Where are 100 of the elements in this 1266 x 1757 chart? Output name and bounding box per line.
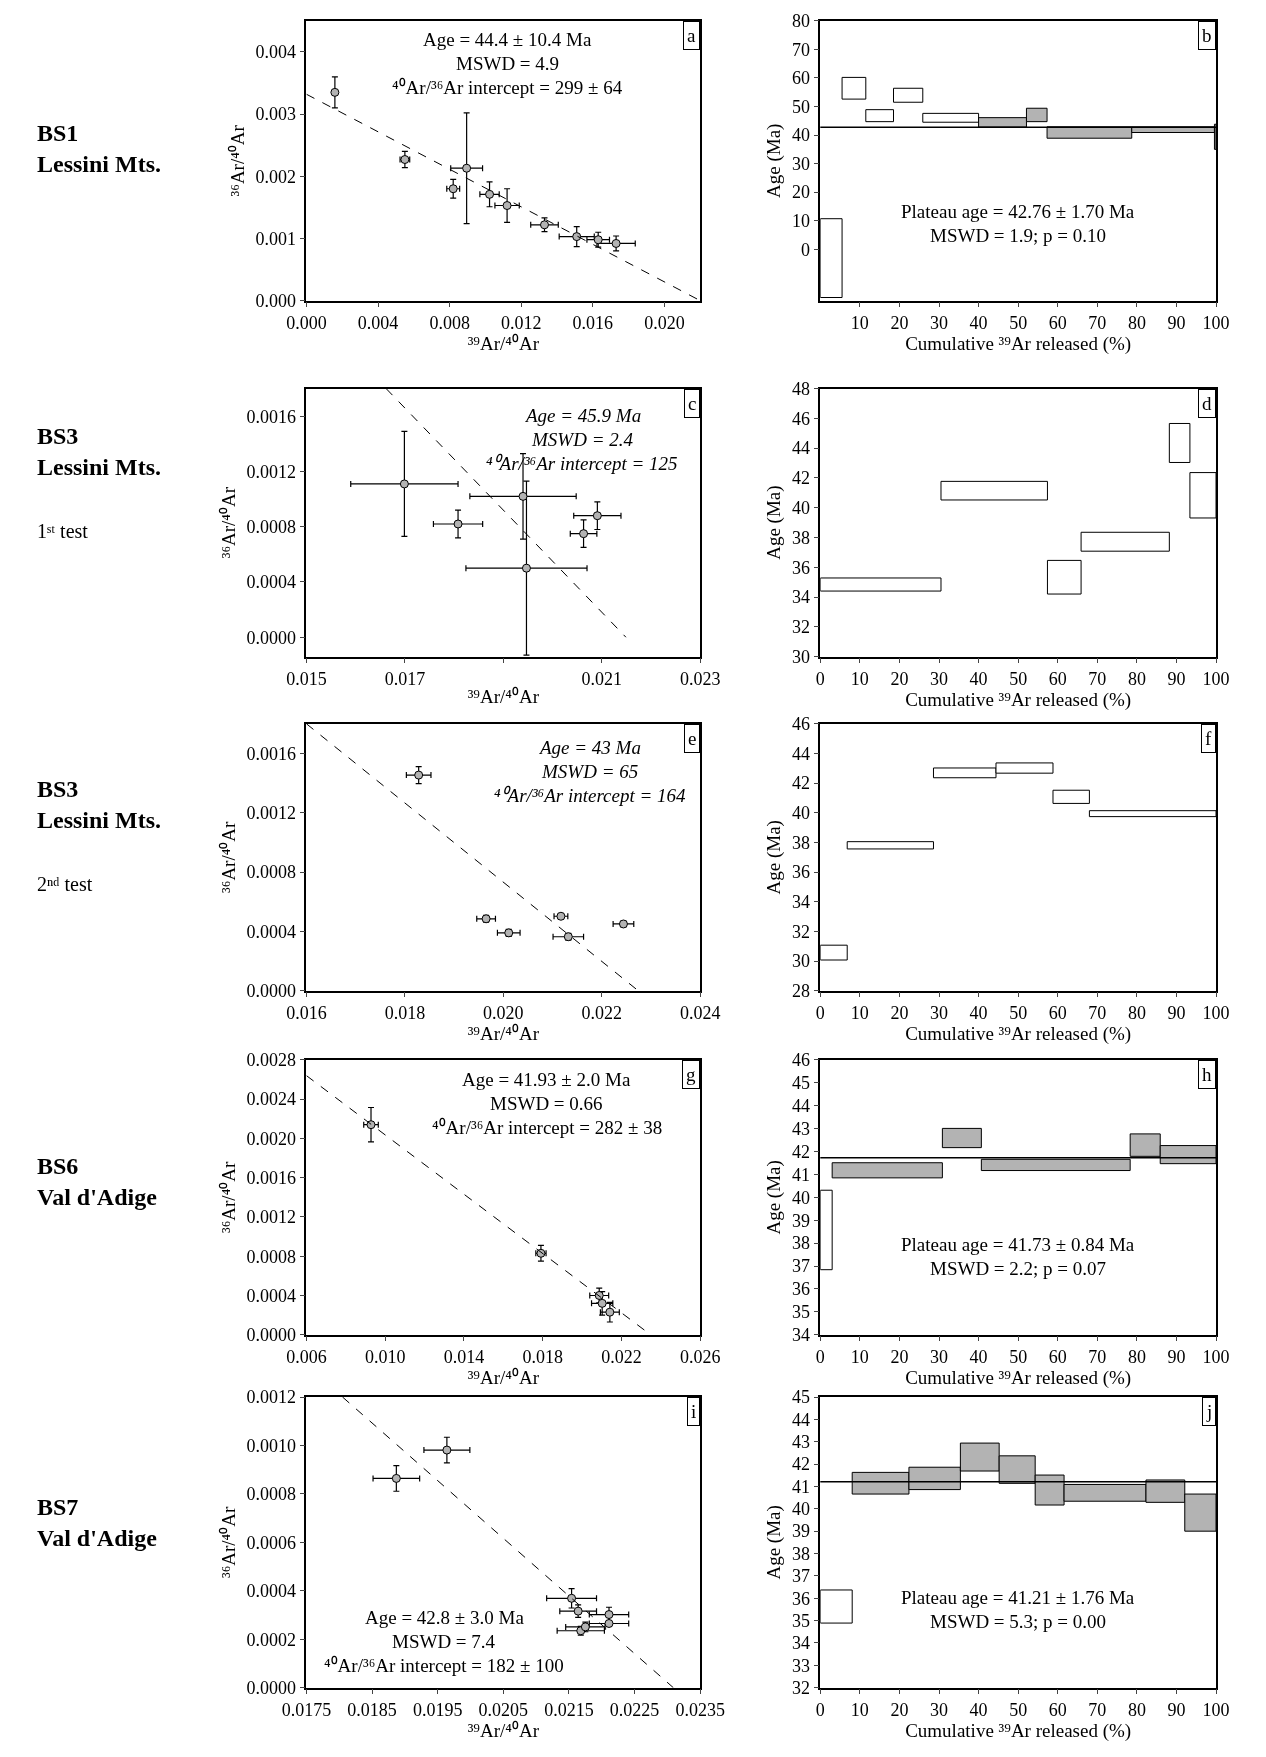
y-tick-label: 0.0012: [246, 461, 297, 482]
y-tick-label: 32: [791, 617, 810, 638]
x-tick-label: 40: [969, 1700, 988, 1721]
y-axis-title: ³⁶Ar/⁴⁰Ar: [226, 124, 248, 197]
text: BS6 Val d'Adige: [37, 1153, 158, 1211]
annotation: h: [1202, 1064, 1212, 1085]
x-tick-label: 90: [1167, 1347, 1186, 1368]
x-tick-label: 0.026: [679, 1347, 721, 1368]
y-tick-label: 44: [791, 1096, 810, 1117]
x-axis-title: Cumulative ³⁹Ar released (%): [905, 333, 1132, 355]
x-tick-label: 90: [1167, 668, 1186, 689]
x-tick-label: 60: [1048, 1700, 1067, 1721]
annotation: Age = 43 Ma: [538, 737, 641, 758]
y-tick-label: 0.0004: [246, 572, 297, 593]
y-axis-title: Age (Ma): [763, 485, 786, 560]
x-tick-label: 40: [969, 1347, 988, 1368]
x-tick-label: 0.008: [429, 313, 470, 333]
y-tick-label: 0.004: [255, 42, 297, 63]
x-tick-label: 70: [1088, 1700, 1107, 1721]
x-axis-title: ³⁹Ar/⁴⁰Ar: [467, 1367, 540, 1389]
x-tick-label: 40: [969, 668, 988, 689]
x-tick-label: 70: [1088, 668, 1107, 689]
x-tick-label: 0.0225: [609, 1700, 660, 1721]
x-tick-label: 50: [1009, 1347, 1028, 1368]
x-tick-label: 0.000: [286, 313, 327, 333]
annotation: Plateau age = 42.76 ± 1.70 Ma: [901, 201, 1135, 222]
y-tick-label: 0.0000: [246, 627, 297, 648]
y-tick-label: 0.0004: [246, 1285, 297, 1306]
x-tick-label: 0: [815, 1347, 825, 1368]
y-tick-label: 39: [791, 1210, 810, 1231]
y-tick-label: 43: [791, 1118, 810, 1139]
y-tick-label: 40: [791, 498, 810, 519]
y-axis-title: ³⁶Ar/⁴⁰Ar: [217, 1161, 239, 1233]
y-tick-label: 0.0000: [246, 1325, 297, 1346]
chart-title: BS3 Lessini Mts. 2ⁿᵈ test: [37, 776, 162, 895]
annotation: MSWD = 2.2; p = 0.07: [930, 1258, 1107, 1279]
y-tick-label: 37: [791, 1566, 810, 1587]
x-tick-label: 10: [850, 1003, 869, 1024]
y-tick-label: 38: [791, 832, 810, 853]
x-axis-title: Cumulative ³⁹Ar released (%): [905, 1367, 1132, 1390]
x-tick-label: 10: [850, 1347, 869, 1368]
annotation: g: [686, 1064, 696, 1085]
y-tick-label: 35: [791, 1610, 810, 1631]
y-tick-label: 38: [791, 527, 810, 548]
annotation: f: [1205, 728, 1212, 749]
x-tick-label: 0: [815, 668, 825, 689]
x-tick-label: 70: [1088, 313, 1107, 333]
y-tick-label: 45: [791, 1387, 810, 1408]
x-tick-label: 80: [1127, 668, 1146, 689]
y-tick-label: 0.0006: [246, 1532, 297, 1553]
annotation: Plateau age = 41.73 ± 0.84 Ma: [901, 1234, 1135, 1255]
y-tick-label: 43: [791, 1432, 810, 1453]
y-tick-label: 42: [791, 1141, 810, 1162]
x-tick-label: 0.0215: [544, 1700, 594, 1721]
y-tick-label: 0.0028: [246, 1050, 297, 1071]
x-axis-title: Cumulative ³⁹Ar released (%): [905, 688, 1132, 711]
annotation: MSWD = 2.4: [531, 429, 634, 450]
y-tick-label: 32: [791, 921, 810, 942]
x-tick-label: 50: [1009, 1003, 1028, 1024]
y-tick-label: 34: [791, 1633, 810, 1654]
annotation: MSWD = 5.3; p = 0.00: [930, 1611, 1107, 1632]
text: BS1 Lessini Mts.: [37, 120, 162, 178]
y-tick-label: 36: [791, 557, 810, 578]
x-axis-title: ³⁹Ar/⁴⁰Ar: [467, 1023, 540, 1045]
y-axis-title: Age (Ma): [763, 1160, 786, 1235]
y-tick-label: 0.0016: [246, 1168, 297, 1188]
x-axis-title: ³⁹Ar/⁴⁰Ar: [467, 333, 540, 354]
x-tick-label: 0.0205: [478, 1700, 529, 1721]
x-tick-label: 80: [1127, 313, 1146, 333]
x-tick-label: 20: [890, 1347, 909, 1368]
x-tick-label: 40: [969, 1003, 988, 1024]
annotation: b: [1202, 25, 1212, 46]
x-tick-label: 0.010: [364, 1347, 406, 1368]
y-tick-label: 46: [791, 408, 810, 429]
x-tick-label: 0.016: [572, 313, 614, 333]
x-tick-label: 0.0235: [675, 1700, 725, 1721]
y-tick-label: 0.0016: [246, 743, 297, 764]
annotation: Age = 45.9 Ma: [524, 405, 642, 426]
y-tick-label: 46: [791, 1050, 810, 1071]
y-tick-label: 0.003: [255, 104, 297, 125]
annotation: MSWD = 0.66: [490, 1093, 603, 1114]
x-tick-label: 20: [890, 1700, 909, 1721]
x-tick-label: 40: [969, 313, 988, 333]
x-tick-label: 0.015: [286, 668, 327, 689]
y-tick-label: 28: [791, 981, 810, 1002]
annotation: j: [1206, 1401, 1213, 1422]
x-tick-label: 0.024: [679, 1003, 721, 1024]
y-tick-label: 10: [791, 211, 810, 232]
x-tick-label: 0.006: [286, 1347, 327, 1368]
x-tick-label: 0: [815, 1003, 825, 1024]
annotation: Age = 44.4 ± 10.4 Ma: [423, 29, 592, 50]
x-tick-label: 0.020: [644, 313, 685, 333]
y-tick-label: 45: [791, 1073, 810, 1094]
annotation: Age = 41.93 ± 2.0 Ma: [462, 1069, 631, 1090]
y-tick-label: 36: [791, 862, 810, 883]
y-tick-label: 30: [791, 153, 810, 174]
y-axis-title: Age (Ma): [763, 820, 786, 895]
annotation: d: [1202, 393, 1212, 414]
y-tick-label: 34: [791, 1325, 810, 1346]
y-tick-label: 0.0012: [246, 803, 297, 824]
